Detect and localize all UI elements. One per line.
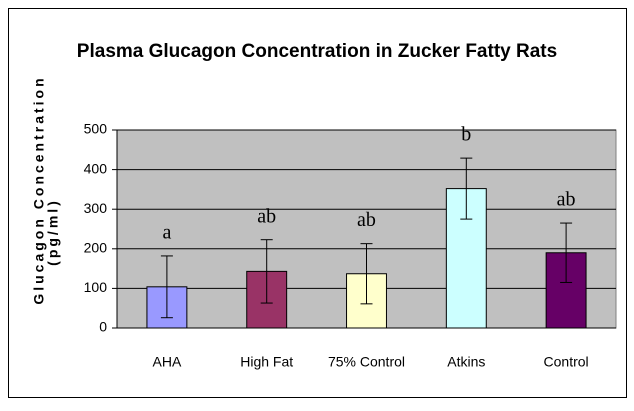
x-tick-label: 75% Control	[328, 354, 405, 370]
x-tick-label: Control	[544, 354, 589, 370]
annotation: ab	[557, 189, 576, 211]
x-tick-label: High Fat	[240, 354, 293, 370]
y-tick-label: 500	[84, 121, 108, 137]
annotation: ab	[357, 209, 376, 231]
x-tick-label: Atkins	[447, 354, 485, 370]
bar	[545, 252, 587, 329]
y-tick-label: 300	[84, 200, 108, 216]
y-axis-label: Glucagon Concentration	[31, 75, 47, 304]
y-tick-label: 400	[84, 160, 108, 176]
annotation: ab	[257, 205, 276, 227]
y-axis-label: (pg/ml)	[45, 198, 61, 266]
y-tick-label: 200	[84, 240, 108, 256]
y-tick-label: 0	[99, 319, 107, 335]
chart-title: Plasma Glucagon Concentration in Zucker …	[77, 41, 557, 62]
annotation: a	[162, 222, 171, 244]
x-tick-label: AHA	[153, 354, 182, 370]
y-tick-label: 100	[84, 279, 108, 295]
annotation: b	[461, 124, 471, 146]
